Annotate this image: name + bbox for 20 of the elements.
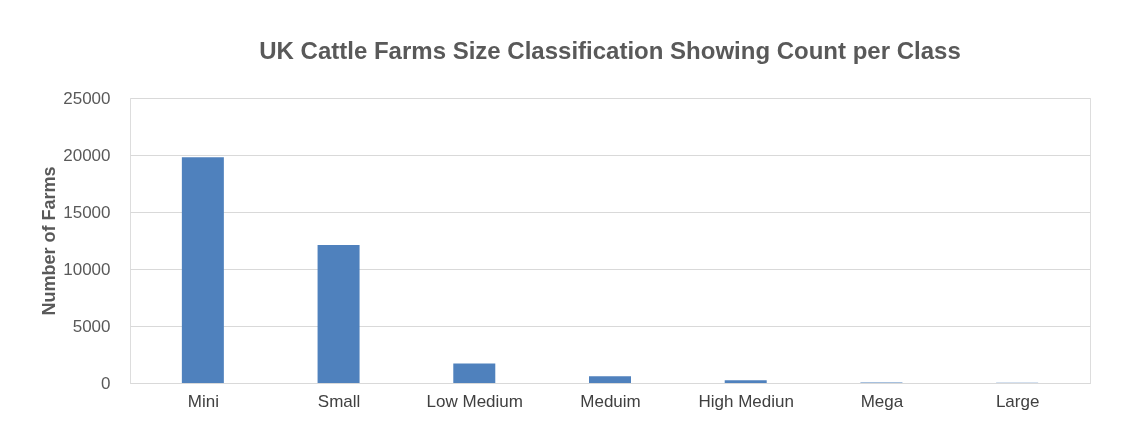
bar xyxy=(724,380,767,383)
x-tick-label: High Mediun xyxy=(698,391,794,411)
y-axis-title: Number of Farms xyxy=(39,166,60,316)
x-tick-label: Mini xyxy=(187,391,219,411)
bar xyxy=(181,157,224,383)
x-tick-label: Meduim xyxy=(580,391,641,411)
x-tick-label: Small xyxy=(317,391,361,411)
y-tick-label: 10000 xyxy=(63,259,111,279)
bar xyxy=(453,363,496,383)
x-tick-label: Low Medium xyxy=(426,391,523,411)
bar xyxy=(589,376,631,383)
y-tick-label: 15000 xyxy=(63,202,111,222)
y-tick-label: 5000 xyxy=(72,316,111,336)
y-tick-label: 0 xyxy=(101,373,111,393)
x-tick-label: Mega xyxy=(860,391,904,411)
y-tick-label: 25000 xyxy=(63,88,111,108)
bar xyxy=(317,245,360,383)
chart-title: UK Cattle Farms Size Classification Showing Count per Class xyxy=(259,37,961,64)
y-tick-label: 20000 xyxy=(63,145,111,165)
x-tick-label: Large xyxy=(995,391,1040,411)
